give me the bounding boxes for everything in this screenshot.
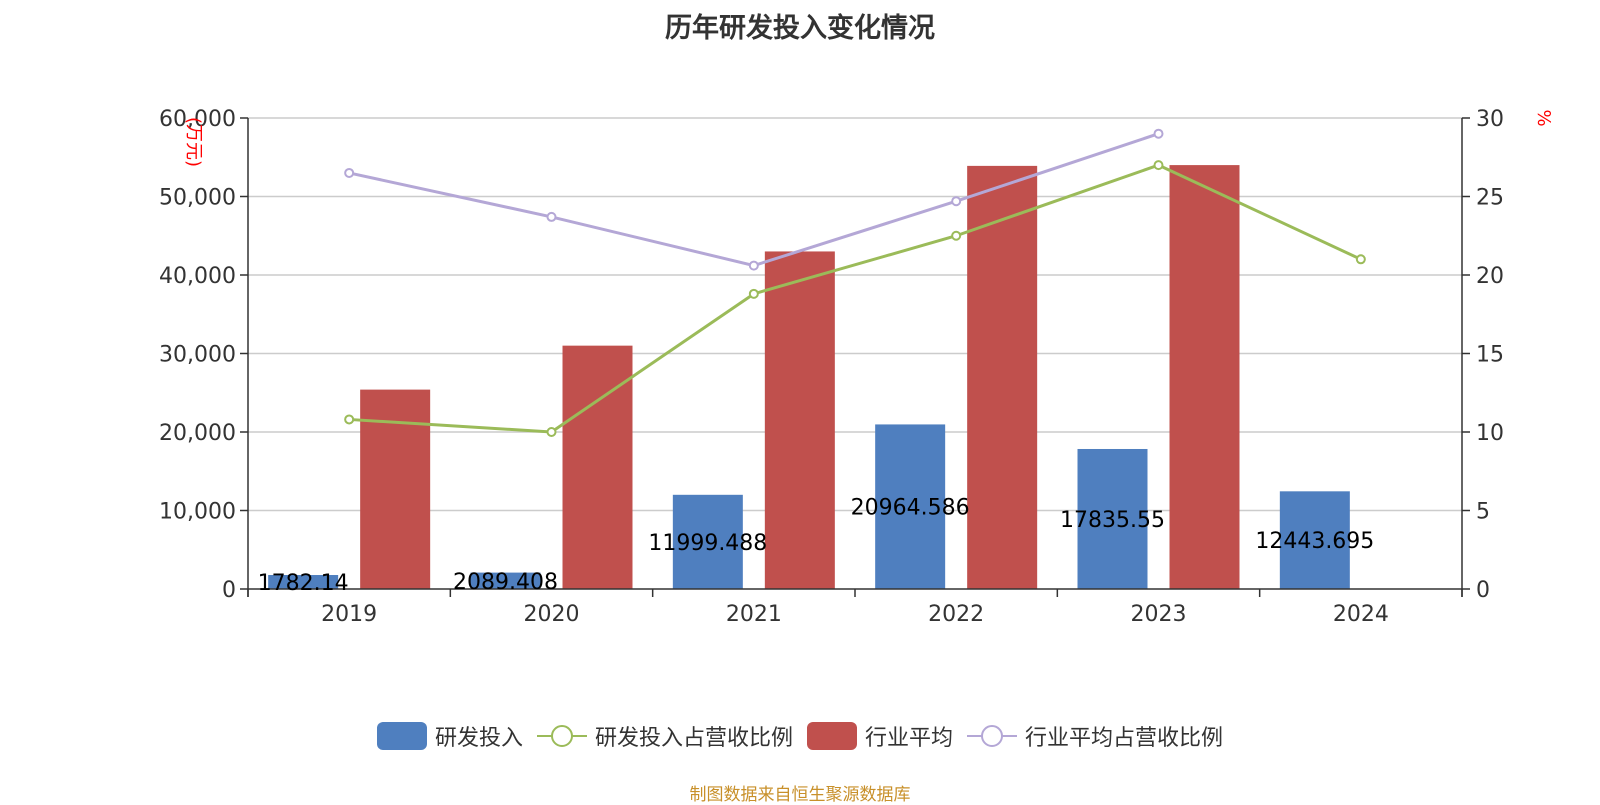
- y-left-tick-label: 50,000: [159, 186, 236, 211]
- data-label: 17835.55: [1060, 508, 1165, 533]
- line-point: [951, 230, 962, 241]
- data-label: 20964.586: [851, 496, 970, 521]
- bar-rd: [1279, 491, 1350, 589]
- data-label: 12443.695: [1255, 529, 1374, 554]
- legend-bar-swatch: [807, 722, 857, 750]
- legend-label: 行业平均占营收比例: [1025, 726, 1224, 751]
- legend-item[interactable]: 研发投入: [376, 720, 523, 752]
- x-tick-label: 2019: [321, 602, 377, 627]
- y-right-axis-label: %: [1533, 109, 1554, 126]
- legend: 研发投入 研发投入占营收比例 行业平均 行业平均占营收比例: [0, 720, 1600, 752]
- bar-industry: [967, 165, 1038, 589]
- legend-label: 研发投入占营收比例: [594, 726, 793, 751]
- legend-item[interactable]: 研发投入占营收比例: [536, 720, 793, 752]
- bar-rd: [470, 572, 541, 589]
- bar-industry: [764, 251, 835, 589]
- x-tick-label: 2022: [928, 602, 984, 627]
- chart-title: 历年研发投入变化情况: [665, 13, 935, 44]
- line-point: [748, 260, 759, 271]
- y-left-axis-label: (万元): [183, 117, 204, 167]
- legend-label: 研发投入: [434, 726, 523, 751]
- bar-rd: [875, 424, 946, 589]
- bar-rd: [268, 575, 339, 589]
- x-tick-label: 2021: [726, 602, 782, 627]
- legend-line-swatch: [967, 725, 1018, 747]
- y-left-tick-label: 40,000: [159, 264, 236, 289]
- source-note: 制图数据来自恒生聚源数据库: [689, 785, 911, 805]
- legend-bar-swatch: [376, 722, 427, 750]
- line-point: [748, 288, 759, 299]
- data-label: 1782.14: [258, 571, 349, 596]
- y-left-tick-label: 30,000: [159, 343, 236, 368]
- line-point: [344, 167, 355, 178]
- y-right-tick-label: 0: [1476, 578, 1490, 603]
- y-right-tick-label: 20: [1476, 264, 1504, 289]
- line-point: [546, 211, 557, 222]
- legend-item[interactable]: 行业平均占营收比例: [967, 720, 1223, 752]
- line-point: [344, 414, 355, 425]
- y-right-tick-label: 30: [1476, 107, 1504, 132]
- line-point: [1153, 128, 1164, 139]
- y-left-tick-label: 60,000: [159, 107, 236, 132]
- x-tick-label: 2024: [1333, 602, 1389, 627]
- y-right-tick-label: 5: [1476, 500, 1490, 525]
- y-left-tick-label: 20,000: [159, 421, 236, 446]
- y-left-tick-label: 0: [222, 578, 236, 603]
- bar-rd: [672, 494, 743, 589]
- line-point: [1153, 160, 1164, 171]
- line-rd-ratio: [349, 163, 1362, 434]
- line-point: [546, 427, 557, 437]
- bar-industry: [1169, 165, 1240, 589]
- data-label: 2089.408: [453, 570, 558, 595]
- x-tick-label: 2020: [524, 602, 580, 627]
- y-right-tick-label: 10: [1476, 421, 1504, 446]
- y-right-tick-label: 15: [1476, 343, 1504, 368]
- legend-item[interactable]: 行业平均: [807, 720, 953, 752]
- legend-line-swatch: [536, 725, 587, 747]
- legend-label: 行业平均: [865, 726, 954, 751]
- data-label: 11999.488: [648, 531, 767, 556]
- line-point: [951, 196, 962, 207]
- x-tick-label: 2023: [1131, 602, 1187, 627]
- line-point: [1355, 254, 1366, 265]
- y-left-tick-label: 10,000: [159, 500, 236, 525]
- bar-rd: [1077, 448, 1148, 589]
- y-right-tick-label: 25: [1476, 186, 1504, 211]
